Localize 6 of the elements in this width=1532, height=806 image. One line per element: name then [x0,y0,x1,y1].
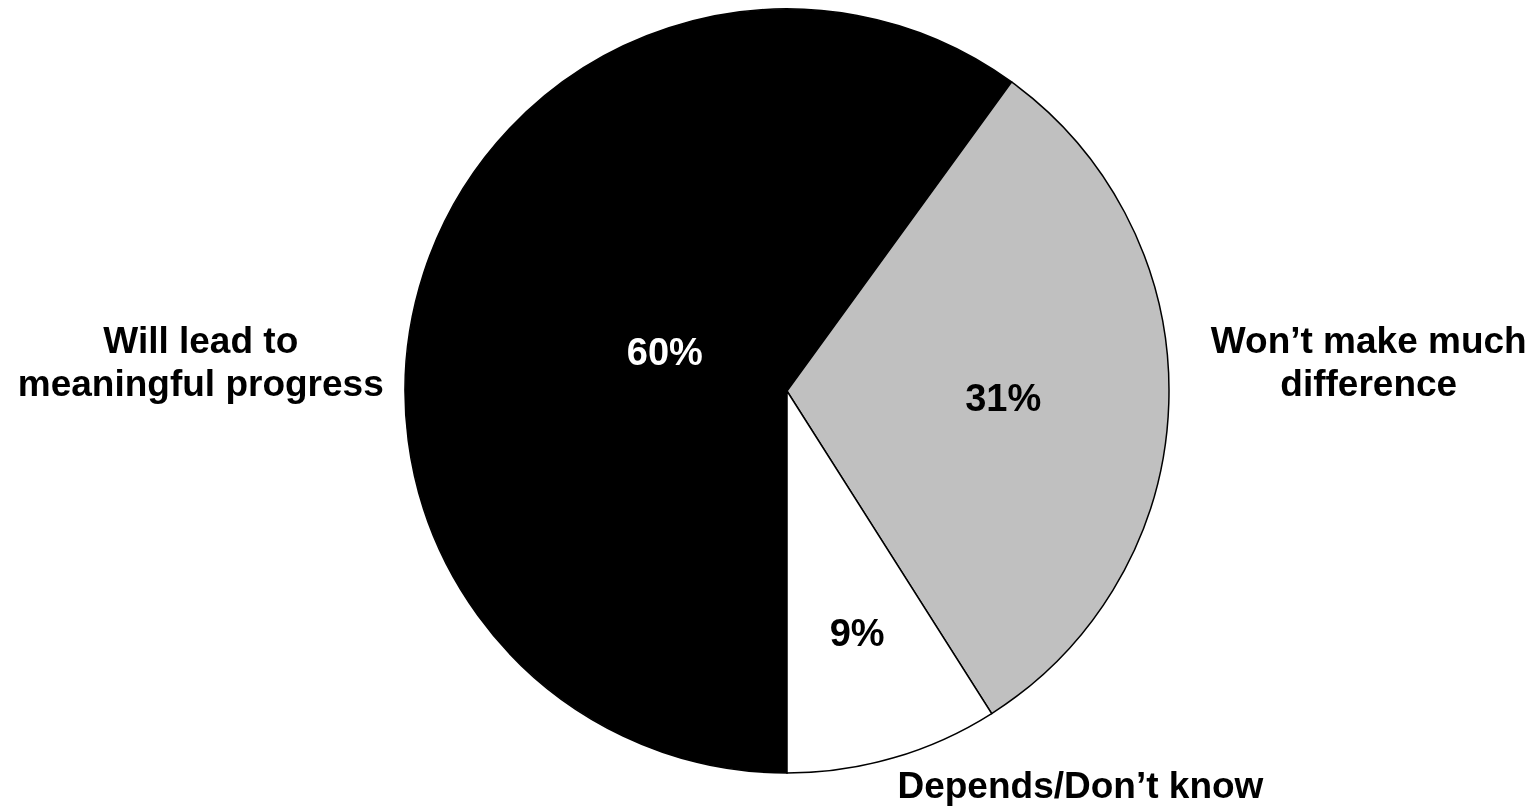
data-label: 60% [626,330,703,373]
slice-label: Won’t make much difference [1210,320,1527,404]
slice-label: Depends/Don’t know [897,764,1264,806]
slice-label: Will lead to meaningful progress [17,320,384,404]
data-label: 9% [829,611,885,654]
data-label: 31% [965,377,1042,420]
